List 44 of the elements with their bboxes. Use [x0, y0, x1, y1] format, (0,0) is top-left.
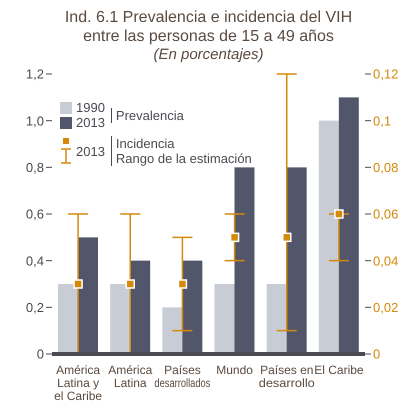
x-tick-label: Países en desarrollo: [258, 363, 316, 390]
bar: [266, 284, 287, 354]
y-tick-label: 1,2: [26, 66, 44, 82]
annotation: Incidencia Rango de la estimación: [110, 136, 252, 166]
annotation: Prevalencia: [110, 108, 184, 122]
point: [282, 232, 292, 242]
y-tick-label: 0,6: [26, 206, 44, 222]
chart-title: Ind. 6.1 Prevalencia e incidencia del VIH entre las personas de 15 a 49 años: [64, 8, 354, 46]
y2-tick-label: 0: [373, 346, 380, 362]
bar: [162, 307, 182, 354]
y2-tick-label: 0,04: [373, 253, 398, 268]
y-tick-label: 0: [36, 346, 44, 362]
bar: [58, 284, 78, 354]
bar: [214, 284, 234, 354]
point: [334, 209, 344, 219]
legend-label: 2013: [75, 142, 105, 160]
point: [126, 279, 135, 289]
bar: [182, 260, 202, 354]
y2-tick-label: 0,12: [373, 66, 398, 82]
point: [73, 279, 83, 289]
legend-label: 1990: [75, 100, 105, 115]
legend-label: 2013: [75, 115, 105, 130]
bar: [338, 97, 359, 354]
x-tick-label: Mundo: [216, 363, 254, 377]
y2-tick-label: 0,02: [373, 300, 398, 315]
point: [230, 232, 240, 242]
bar: [78, 237, 98, 354]
y-tick-label: 0,4: [26, 253, 44, 268]
y-tick-label: 0,2: [26, 300, 44, 315]
x-tick-label: América Latina y el Caribe: [54, 363, 102, 403]
y2-tick-label: 0,1: [373, 113, 392, 128]
y2-tick-label: 0,06: [373, 206, 398, 222]
bar: [130, 260, 150, 354]
y-tick-label: 0,8: [26, 160, 44, 175]
y2-tick-label: 0,08: [373, 160, 398, 175]
bar: [234, 167, 254, 354]
bar: [286, 167, 307, 354]
bar: [110, 284, 130, 354]
y-tick-label: 1,0: [26, 113, 44, 128]
point: [178, 279, 188, 289]
bar: [318, 120, 339, 354]
x-tick-label: El Caribe: [314, 363, 364, 377]
chart-subtitle: (En porcentajes): [152, 46, 265, 64]
x-tick-label: América Latina: [108, 363, 153, 390]
